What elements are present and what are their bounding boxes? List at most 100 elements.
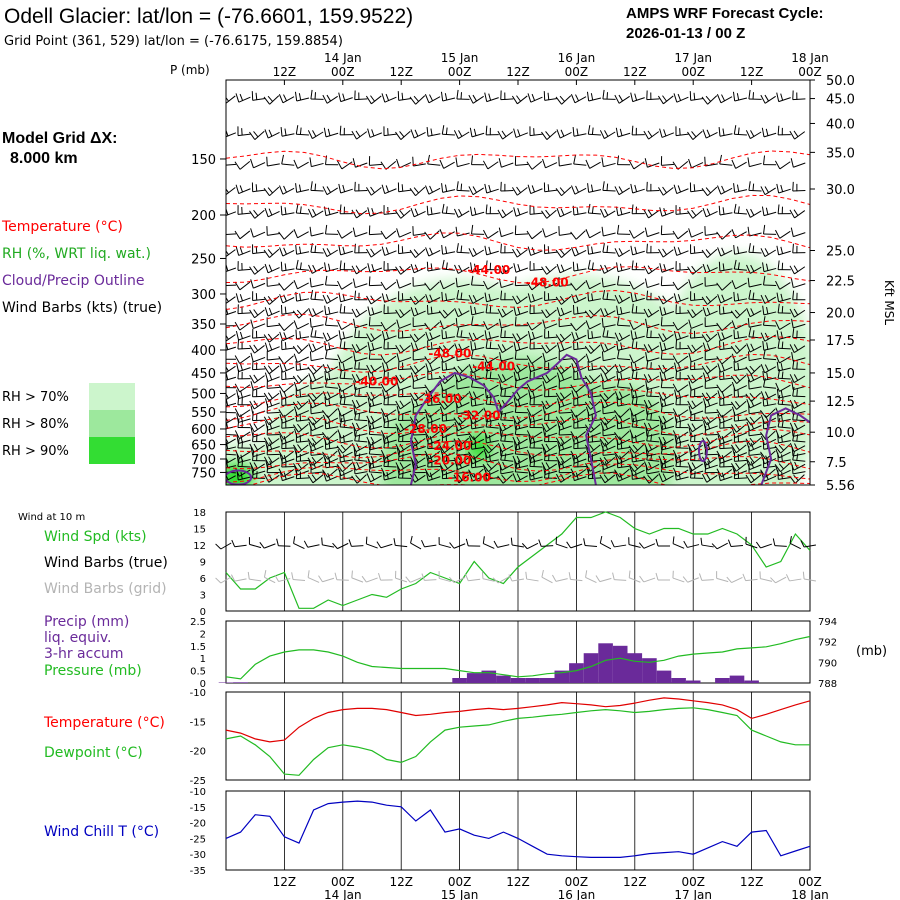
- wind-barb: [383, 261, 397, 271]
- surface-wind-barb: [583, 538, 598, 548]
- wind-barb: [514, 462, 528, 474]
- rh70-swatch: [89, 383, 135, 410]
- temperature-isotherm: [226, 313, 810, 335]
- wind-barb: [733, 183, 748, 193]
- wind-barb: [497, 308, 514, 318]
- y-tick-label: -25: [190, 776, 206, 787]
- surface-wind-barb: [700, 537, 714, 548]
- wind-barb: [339, 412, 353, 423]
- wind-barb: [252, 244, 266, 255]
- wind-barb: [513, 128, 529, 138]
- wind-barb: [324, 349, 339, 361]
- wind-barb: [307, 365, 323, 375]
- wind-barb: [704, 463, 718, 474]
- wind-barb: [264, 263, 280, 274]
- surface-wind-barb: [376, 541, 393, 549]
- cloud-outline: [409, 353, 597, 485]
- wind-barb: [498, 278, 514, 289]
- wind-barb: [234, 383, 251, 393]
- top-time-tick-label: 12Z: [389, 65, 413, 79]
- wind-barb: [383, 304, 397, 315]
- wind-barb: [645, 318, 660, 329]
- wind-barb: [266, 463, 280, 474]
- temperature-contour-label: -36.00: [419, 392, 462, 406]
- wind-barb: [351, 374, 368, 384]
- wind-barb: [672, 355, 689, 364]
- wind-barb: [322, 468, 338, 478]
- wind-barb: [470, 262, 485, 273]
- wind-barb: [513, 371, 529, 382]
- wind-barb: [777, 369, 791, 380]
- y-tick-label: -10: [190, 688, 206, 699]
- wind-barb: [441, 183, 456, 193]
- surface-wind-barb: [610, 540, 627, 548]
- top-date-label: 17 Jan: [674, 51, 712, 65]
- wind-barb: [409, 365, 426, 375]
- rh80-swatch: [89, 410, 135, 437]
- wind-barb: [281, 439, 295, 450]
- wind-barb: [266, 277, 280, 287]
- wind-barb: [646, 386, 660, 398]
- wind-barb: [226, 441, 237, 451]
- wind-barb: [351, 422, 368, 432]
- surface-wind-barb: [683, 540, 700, 548]
- wind-barb: [339, 303, 353, 314]
- wind-barb: [716, 230, 732, 240]
- wind-barb: [748, 379, 762, 390]
- wind-barb: [688, 279, 704, 289]
- wind-barb: [396, 352, 412, 363]
- wind-barb: [599, 208, 616, 218]
- temperature-contour-label: -44.00: [467, 263, 510, 277]
- wind-barb: [527, 246, 543, 256]
- wind-barb: [441, 361, 456, 371]
- dewpoint-label: Dewpoint (°C): [44, 745, 143, 761]
- kft-msl-label: Kft MSL: [882, 280, 896, 325]
- wind-barb: [351, 130, 368, 140]
- top-time-tick-label: 12Z: [740, 65, 764, 79]
- wind-barb: [731, 462, 747, 472]
- wind-barb: [630, 330, 645, 340]
- wind-barb: [541, 443, 557, 453]
- wind-barb: [760, 186, 776, 196]
- bottom-time-tick-label: 12Z: [623, 875, 647, 889]
- wind-barb: [310, 404, 324, 415]
- wind-barb: [745, 474, 762, 484]
- wind-barb: [792, 359, 806, 370]
- wind-barb: [602, 181, 616, 192]
- wind-speed-label: Wind Spd (kts): [44, 529, 147, 545]
- wind-barb: [687, 400, 703, 410]
- pressure-tick-label: 200: [191, 209, 216, 224]
- wind-barb: [293, 353, 309, 363]
- wind-barb: [354, 243, 368, 254]
- wind-barb: [226, 163, 237, 166]
- wind-barb: [791, 464, 806, 475]
- wind-barb: [226, 186, 236, 196]
- wind-barb: [573, 439, 587, 450]
- surface-wind-barb: [303, 540, 320, 548]
- wind-barb: [688, 158, 704, 169]
- surface-wind-barb: [800, 540, 816, 548]
- wind-barb: [514, 276, 529, 287]
- wind-barb: [690, 291, 704, 301]
- wind-barb: [587, 433, 602, 443]
- wind-barb: [719, 457, 733, 468]
- wind-barb: [339, 125, 353, 136]
- wind-barb: [237, 304, 251, 315]
- wind-barb: [441, 291, 456, 302]
- rh90-region: [226, 463, 254, 485]
- wind-barb: [425, 247, 441, 257]
- wind-barb: [657, 95, 674, 105]
- rh90-swatch: [89, 437, 135, 464]
- wind-barb: [616, 419, 631, 430]
- wind-barb: [528, 413, 543, 423]
- wind-barb: [631, 369, 645, 380]
- wind-barb: [279, 331, 295, 342]
- wind-barb: [395, 443, 411, 453]
- wind-barb: [235, 184, 251, 195]
- wind-barb: [354, 410, 368, 422]
- wind-barb: [324, 419, 339, 430]
- temperature-contour-label: -28.00: [404, 422, 447, 436]
- wind-barb: [266, 445, 280, 456]
- wind-barb: [644, 278, 660, 289]
- wind-barb: [573, 370, 587, 381]
